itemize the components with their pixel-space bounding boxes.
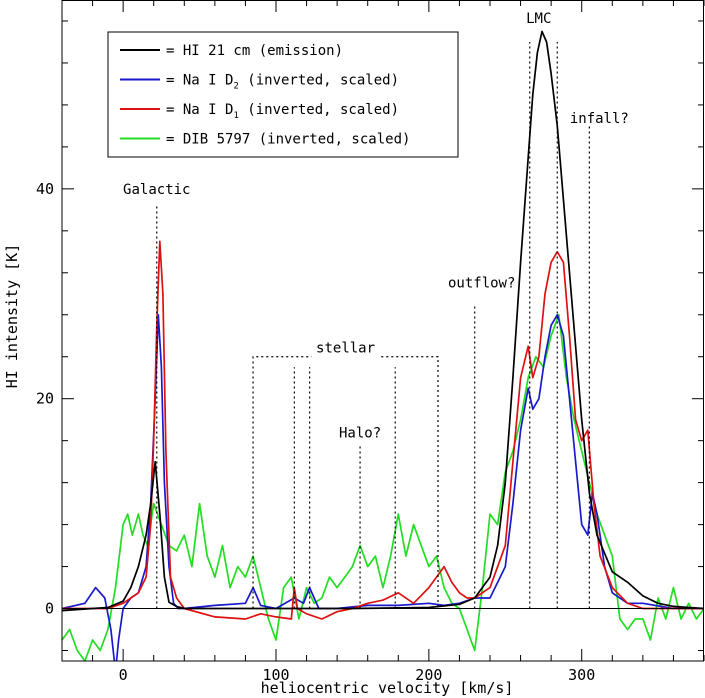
stellar-label-bg [311,346,380,361]
y-axis-label: HI intensity [K] [3,244,21,389]
annotation-label: LMC [526,11,551,27]
y-tick-label: 0 [45,600,54,618]
stellar-bracket [252,356,439,609]
series-line-2 [62,240,704,620]
legend-suffix: (inverted, scaled) [239,102,399,118]
legend-label-0: = HI 21 cm (emission) [166,43,343,59]
legend-suffix: (inverted, scaled) [239,73,399,89]
tick-labels: 0 100 200 300 0 20 40 [36,180,595,684]
y-tick-label: 20 [36,390,54,408]
x-tick-label: 200 [415,666,442,684]
x-axis-label: heliocentric velocity [km/s] [261,679,514,697]
legend-subscript: 2 [233,82,238,92]
legend-box [107,31,459,158]
series-layer [62,30,704,661]
annotation-label: Galactic [123,182,190,198]
y-tick-label: 40 [36,180,54,198]
legend-label-3: = DIB 5797 (inverted, scaled) [166,132,410,148]
annotation-label: infall? [570,111,629,127]
plot-frame [61,0,704,662]
annotation-label: outflow? [448,275,515,291]
series-line-0 [62,30,704,612]
x-tick-label: 300 [568,666,595,684]
axes [61,0,705,662]
annotation-layer: Galactic outflow? LMC infall? Halo? stellar [123,11,629,609]
legend-subscript: 1 [233,111,238,121]
x-tick-label: 0 [119,666,128,684]
x-tick-label: 100 [262,666,289,684]
legend: = HI 21 cm (emission) = Na I D2 (inverted… [107,31,459,158]
stellar-label: stellar [316,341,375,357]
legend-label-2: = Na I D1 (inverted, scaled) [166,102,399,121]
annotation-label: Halo? [339,426,381,442]
legend-label-1: = Na I D2 (inverted, scaled) [166,73,399,92]
